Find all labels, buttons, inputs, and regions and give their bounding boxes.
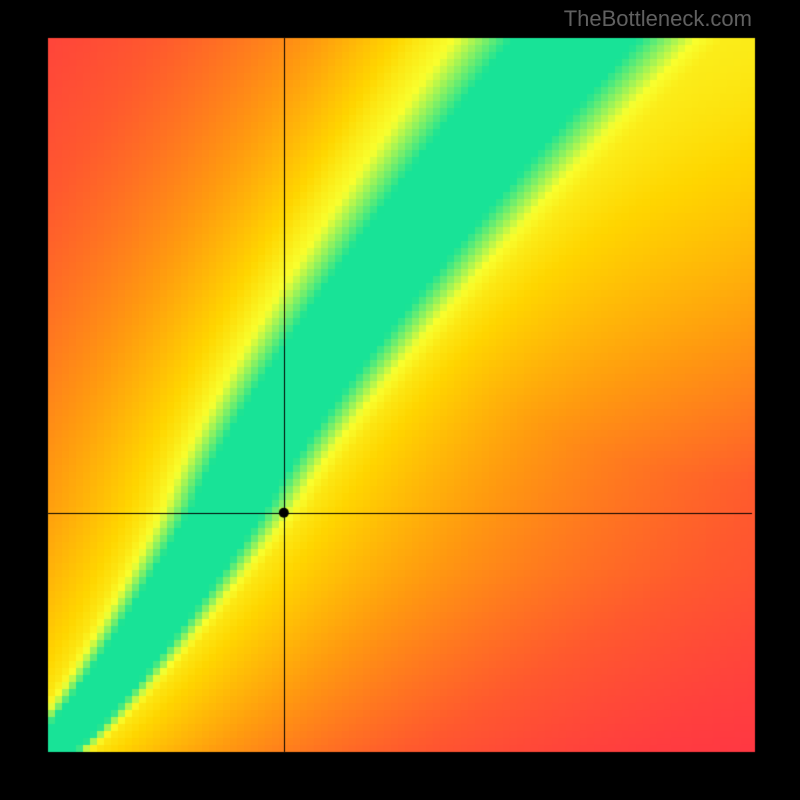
overlay-canvas <box>0 0 800 800</box>
watermark-text: TheBottleneck.com <box>564 6 752 32</box>
chart-container: TheBottleneck.com <box>0 0 800 800</box>
